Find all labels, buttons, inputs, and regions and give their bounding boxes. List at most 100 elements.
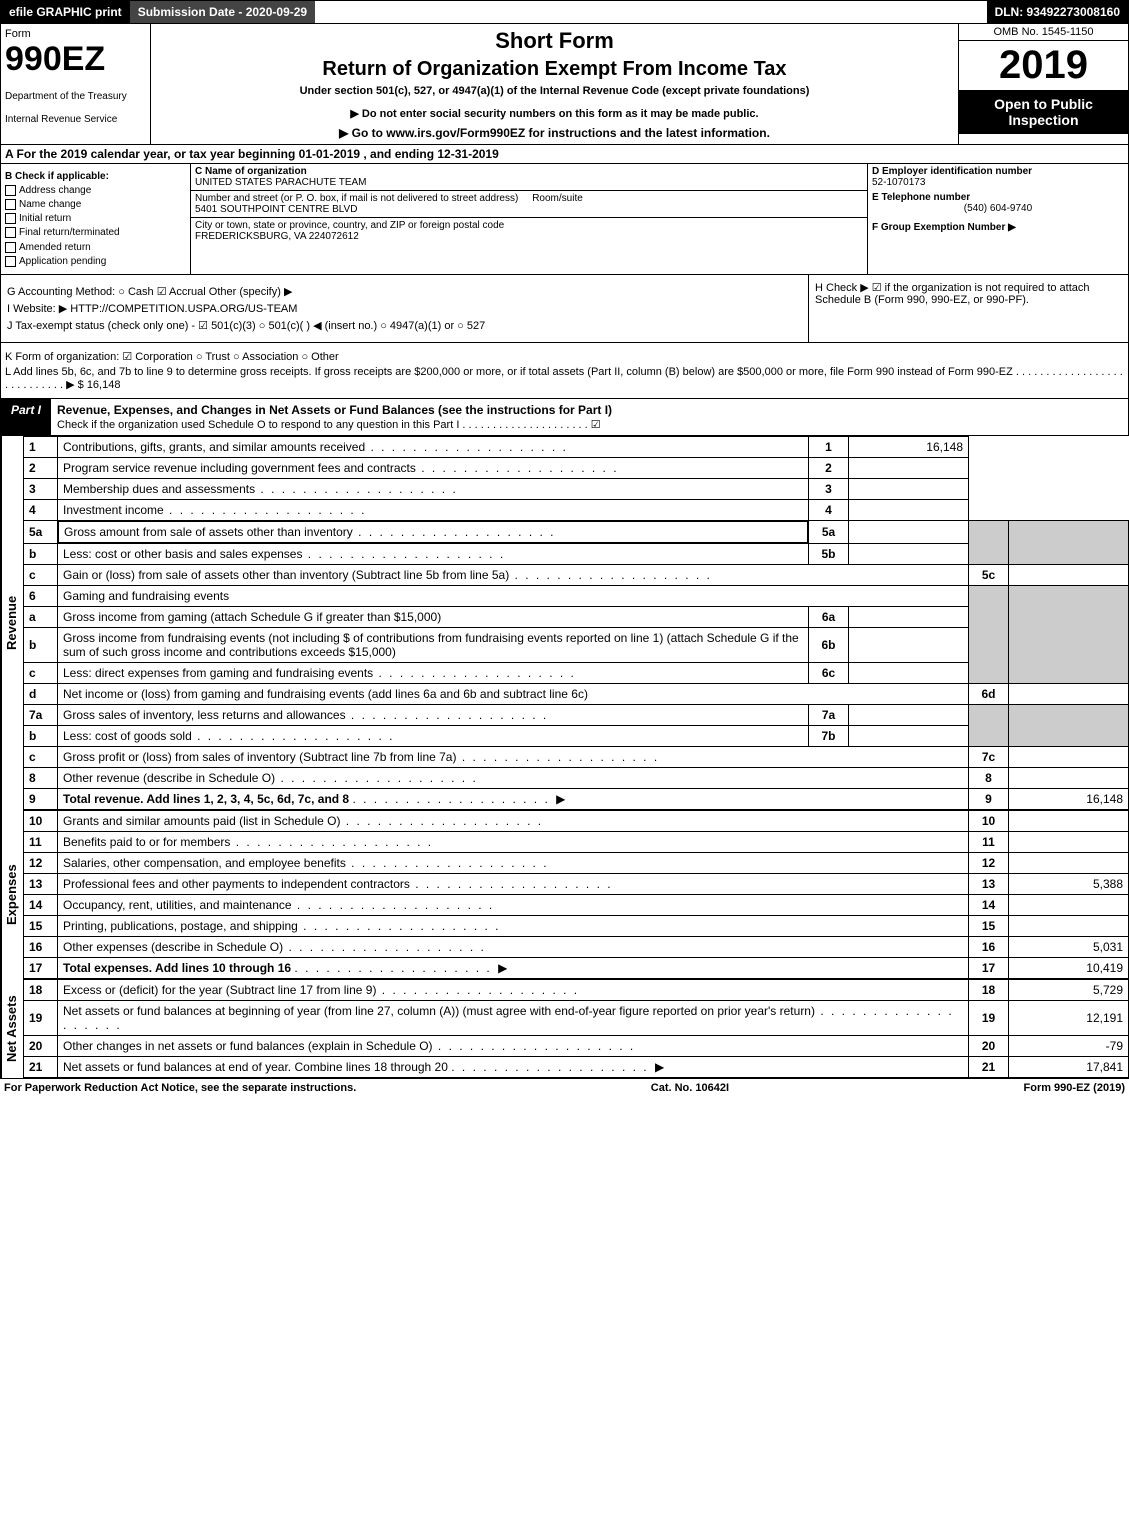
l6c-sv [849, 662, 969, 683]
l5c-a [1009, 564, 1129, 585]
l13-c: 13 [969, 873, 1009, 894]
l10-n: 10 [24, 810, 58, 831]
l16-d: Other expenses (describe in Schedule O) [58, 936, 969, 957]
city-value: FREDERICKSBURG, VA 224072612 [195, 231, 863, 242]
addr-value: 5401 SOUTHPOINT CENTRE BLVD [195, 204, 863, 215]
l5a-sv [849, 520, 969, 543]
submission-date: Submission Date - 2020-09-29 [130, 1, 315, 23]
l20-a: -79 [1009, 1035, 1129, 1056]
l6-n: 6 [24, 585, 58, 606]
ein-value: 52-1070173 [872, 177, 1124, 188]
return-title: Return of Organization Exempt From Incom… [155, 58, 954, 81]
line-i-website[interactable]: I Website: ▶ HTTP://COMPETITION.USPA.ORG… [7, 302, 802, 315]
l3-a [849, 478, 969, 499]
l12-c: 12 [969, 852, 1009, 873]
footer: For Paperwork Reduction Act Notice, see … [0, 1078, 1129, 1097]
l5b-d: Less: cost or other basis and sales expe… [58, 543, 809, 564]
footer-mid: Cat. No. 10642I [651, 1082, 729, 1094]
l6-grey [969, 585, 1009, 683]
l5a-d: Gross amount from sale of assets other t… [64, 525, 802, 539]
l12-d: Salaries, other compensation, and employ… [58, 852, 969, 873]
l9-a: 16,148 [1009, 788, 1129, 809]
l7ab-grey-amt [1009, 704, 1129, 746]
l6a-sv [849, 606, 969, 627]
l4-c: 4 [809, 499, 849, 520]
l3-d: Membership dues and assessments [58, 478, 809, 499]
l21-n: 21 [24, 1056, 58, 1077]
l17-n: 17 [24, 957, 58, 978]
tax-year: 2019 [959, 41, 1128, 90]
l5b-n: b [24, 543, 58, 564]
col-def: D Employer identification number 52-1070… [868, 164, 1128, 274]
l2-c: 2 [809, 457, 849, 478]
l17-a: 10,419 [1009, 957, 1129, 978]
l7c-a [1009, 746, 1129, 767]
l1-n: 1 [24, 436, 58, 457]
expenses-table: 10Grants and similar amounts paid (list … [23, 810, 1129, 979]
l9-d: Total revenue. Add lines 1, 2, 3, 4, 5c,… [58, 788, 969, 809]
l16-n: 16 [24, 936, 58, 957]
cb-initial-return[interactable]: Initial return [5, 213, 186, 224]
expenses-vlabel: Expenses [1, 810, 23, 979]
l2-d: Program service revenue including govern… [58, 457, 809, 478]
l7b-sn: 7b [809, 725, 849, 746]
l21-c: 21 [969, 1056, 1009, 1077]
goto-link[interactable]: ▶ Go to www.irs.gov/Form990EZ for instru… [155, 126, 954, 140]
l11-d: Benefits paid to or for members [58, 831, 969, 852]
l6a-n: a [24, 606, 58, 627]
l10-a [1009, 810, 1129, 831]
omb-number: OMB No. 1545-1150 [959, 24, 1128, 41]
short-form-title: Short Form [155, 28, 954, 54]
efile-label[interactable]: efile GRAPHIC print [1, 1, 130, 23]
l17-d: Total expenses. Add lines 10 through 16 [58, 957, 969, 978]
l8-n: 8 [24, 767, 58, 788]
l6d-c: 6d [969, 683, 1009, 704]
l6c-d: Less: direct expenses from gaming and fu… [58, 662, 809, 683]
l11-a [1009, 831, 1129, 852]
l18-c: 18 [969, 979, 1009, 1000]
tel-label: E Telephone number [872, 192, 1124, 203]
revenue-section: Revenue 1Contributions, gifts, grants, a… [0, 436, 1129, 810]
section-gih: G Accounting Method: ○ Cash ☑ Accrual Ot… [0, 275, 1129, 343]
net-assets-section: Net Assets 18Excess or (deficit) for the… [0, 979, 1129, 1078]
l5c-n: c [24, 564, 58, 585]
l15-n: 15 [24, 915, 58, 936]
section-kl: K Form of organization: ☑ Corporation ○ … [0, 343, 1129, 399]
l2-n: 2 [24, 457, 58, 478]
l15-a [1009, 915, 1129, 936]
form-number: 990EZ [5, 40, 146, 79]
l20-c: 20 [969, 1035, 1009, 1056]
part-i-title: Revenue, Expenses, and Changes in Net As… [57, 403, 612, 417]
l15-c: 15 [969, 915, 1009, 936]
l5b-sv [849, 543, 969, 564]
ssn-warning: ▶ Do not enter social security numbers o… [155, 107, 954, 120]
l2-a [849, 457, 969, 478]
cb-amended-return[interactable]: Amended return [5, 242, 186, 253]
l11-n: 11 [24, 831, 58, 852]
l5a-n: 5a [24, 520, 58, 543]
l7a-n: 7a [24, 704, 58, 725]
cb-application-pending[interactable]: Application pending [5, 256, 186, 267]
l7b-sv [849, 725, 969, 746]
under-section: Under section 501(c), 527, or 4947(a)(1)… [155, 85, 954, 97]
l7b-n: b [24, 725, 58, 746]
cb-address-change[interactable]: Address change [5, 185, 186, 196]
l5c-d: Gain or (loss) from sale of assets other… [58, 564, 969, 585]
l1-a: 16,148 [849, 436, 969, 457]
cb-name-change[interactable]: Name change [5, 199, 186, 210]
l3-n: 3 [24, 478, 58, 499]
l19-a: 12,191 [1009, 1000, 1129, 1035]
l6a-sn: 6a [809, 606, 849, 627]
cb-final-return[interactable]: Final return/terminated [5, 227, 186, 238]
l8-c: 8 [969, 767, 1009, 788]
l19-d: Net assets or fund balances at beginning… [58, 1000, 969, 1035]
part-i-checknote: Check if the organization used Schedule … [57, 419, 601, 431]
l6b-d: Gross income from fundraising events (no… [58, 627, 809, 662]
footer-right: Form 990-EZ (2019) [1024, 1082, 1125, 1094]
top-bar: efile GRAPHIC print Submission Date - 20… [0, 0, 1129, 24]
open-public: Open to Public Inspection [959, 90, 1128, 134]
l6c-sn: 6c [809, 662, 849, 683]
expenses-section: Expenses 10Grants and similar amounts pa… [0, 810, 1129, 979]
net-assets-table: 18Excess or (deficit) for the year (Subt… [23, 979, 1129, 1078]
l5b-sn: 5b [809, 543, 849, 564]
